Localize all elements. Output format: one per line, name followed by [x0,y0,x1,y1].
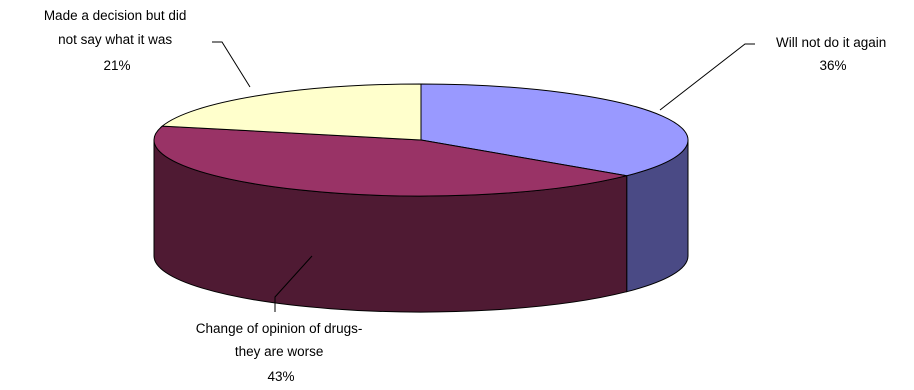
slice-label-will-not-do-again: Will not do it again 36% [776,35,890,73]
slice-label-made-a-decision: Made a decision but did not say what it … [44,8,190,73]
pie-tops [154,84,688,196]
slice-label-change-of-opinion: Change of opinion of drugs- they are wor… [196,321,366,384]
leader-line-made-a-decision [212,42,250,87]
leader-line-will-not-do-again [660,44,755,110]
